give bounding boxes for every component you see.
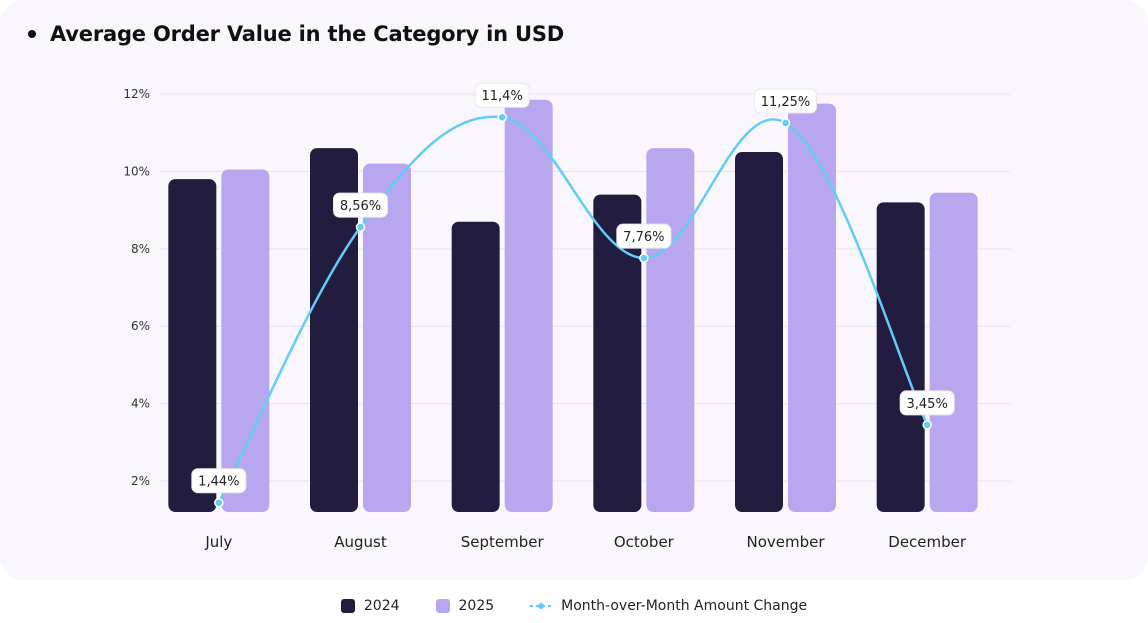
data-label-box: [616, 223, 672, 249]
legend-label-mom-change: Month-over-Month Amount Change: [561, 598, 808, 614]
mom-change-point: [780, 118, 791, 128]
data-label: 3,45%: [907, 397, 948, 412]
chart-legend: 2024 2025 Month-over-Month Amount Change: [0, 598, 1148, 614]
bar-2024: [451, 221, 500, 512]
x-tick-label: November: [746, 533, 825, 551]
y-tick-label: 4%: [131, 397, 150, 411]
title-bullet-icon: [28, 30, 36, 38]
data-label: 11,25%: [761, 95, 811, 110]
x-tick-label: October: [614, 533, 675, 551]
y-tick-label: 12%: [123, 87, 150, 101]
legend-item-mom-change[interactable]: Month-over-Month Amount Change: [530, 598, 807, 614]
data-label-box: [333, 192, 388, 218]
bar-2025: [929, 192, 978, 512]
chart-title: Average Order Value in the Category in U…: [50, 22, 565, 46]
data-label: 1,44%: [198, 475, 239, 490]
legend-swatch-2025: [435, 599, 450, 613]
x-tick-label: September: [461, 533, 545, 551]
bar-2024: [735, 152, 783, 513]
bar-2025: [504, 99, 553, 513]
y-tick-label: 2%: [131, 474, 150, 488]
mom-change-point: [214, 497, 224, 508]
data-label: 11,4%: [482, 89, 523, 104]
bar-2025: [221, 169, 270, 512]
mom-change-point: [639, 253, 649, 263]
legend-item-2025[interactable]: 2025: [435, 598, 495, 614]
bar-2025: [646, 148, 695, 512]
mom-change-point: [355, 222, 366, 232]
data-label-box: [474, 82, 530, 108]
data-label: 8,56%: [340, 199, 381, 214]
bar-2024: [593, 194, 642, 512]
bar-2025: [363, 163, 411, 512]
legend-item-2024[interactable]: 2024: [340, 598, 400, 614]
bar-2024: [168, 179, 217, 513]
legend-swatch-2024: [340, 599, 355, 613]
data-label: 7,76%: [623, 230, 664, 245]
bar-2025: [788, 103, 836, 512]
mom-change-line: [217, 115, 929, 504]
x-tick-label: December: [888, 533, 967, 551]
data-label-box: [754, 88, 817, 114]
mom-change-point: [497, 112, 507, 122]
chart-header: Average Order Value in the Category in U…: [28, 22, 564, 46]
legend-label-2024: 2024: [363, 598, 400, 614]
data-label-box: [899, 390, 955, 416]
bar-2024: [310, 148, 358, 512]
legend-line-icon: [530, 603, 553, 609]
y-tick-label: 6%: [131, 319, 150, 333]
y-tick-label: 8%: [131, 242, 150, 256]
chart-plot: 2% 4% 6% 8% 10% 12% July August September October…: [123, 82, 1010, 551]
x-tick-label: July: [204, 533, 232, 551]
x-tick-label: August: [334, 533, 387, 551]
data-label-box: [191, 468, 247, 494]
legend-label-2025: 2025: [458, 598, 495, 614]
mom-change-point: [922, 420, 932, 430]
y-tick-label: 10%: [123, 164, 150, 178]
